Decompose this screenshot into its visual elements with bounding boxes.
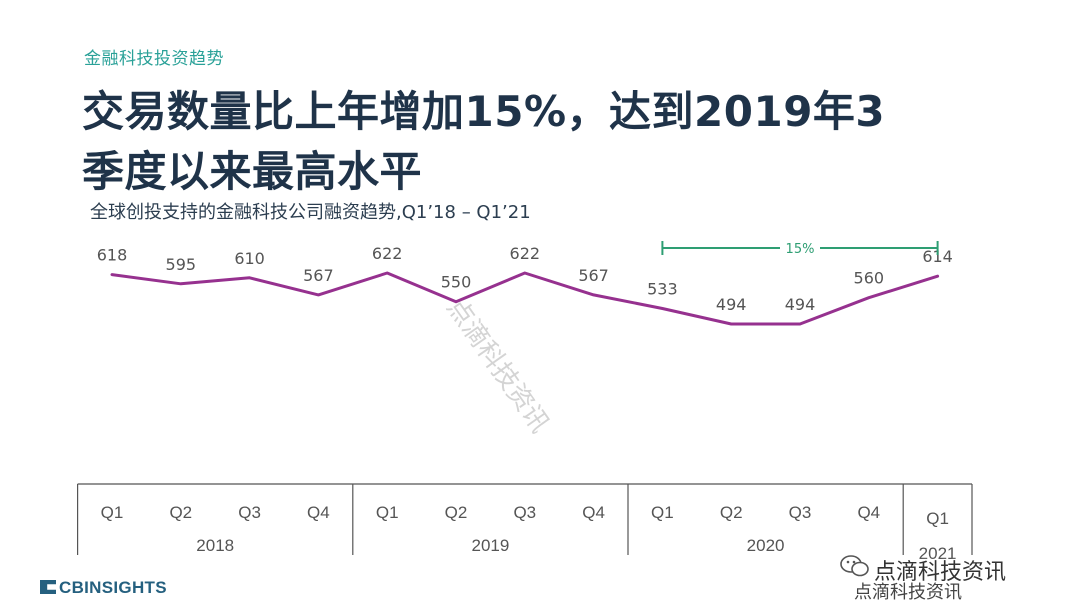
chart-subtitle: 全球创投支持的金融科技公司融资趋势,Q1’18 – Q1’21 bbox=[90, 202, 531, 223]
wechat-icon bbox=[840, 555, 869, 577]
section-label: 金融科技投资趋势 bbox=[84, 49, 224, 69]
annotation-label-bg bbox=[780, 238, 820, 258]
quarter-tick-label: Q1 bbox=[101, 503, 124, 522]
quarter-tick-label: Q4 bbox=[307, 503, 330, 522]
year-tick-label: 2020 bbox=[747, 536, 785, 555]
page-title: 交易数量比上年增加15%，达到2019年3 季度以来最高水平 bbox=[82, 82, 982, 202]
cbinsights-logo: CBINSIGHTS bbox=[40, 578, 167, 598]
quarter-tick-label: Q2 bbox=[720, 503, 743, 522]
series-line bbox=[110, 271, 940, 326]
year-tick-label: 2021 bbox=[919, 544, 957, 563]
quarter-tick-label: Q4 bbox=[857, 503, 880, 522]
wechat-watermark: 点滴科技资讯 点滴科技资讯 bbox=[830, 548, 1060, 608]
quarter-tick-label: Q2 bbox=[169, 503, 192, 522]
quarter-tick-label: Q4 bbox=[582, 503, 605, 522]
data-label: 550 bbox=[441, 273, 472, 292]
cbinsights-logo-text: CBINSIGHTS bbox=[59, 578, 167, 597]
data-label: 595 bbox=[166, 255, 197, 274]
quarter-tick-label: Q3 bbox=[238, 503, 261, 522]
data-label: 614 bbox=[922, 247, 953, 266]
data-label: 622 bbox=[372, 244, 403, 263]
cbinsights-logo-mark-icon bbox=[40, 580, 56, 594]
data-label: 610 bbox=[234, 249, 265, 268]
quarter-tick-label: Q3 bbox=[513, 503, 536, 522]
data-label: 560 bbox=[854, 269, 885, 288]
annotation-label: 15% bbox=[786, 242, 815, 257]
quarter-tick-label: Q1 bbox=[926, 509, 949, 528]
quarter-tick-label: Q1 bbox=[651, 503, 674, 522]
data-label: 567 bbox=[578, 266, 609, 285]
page-title-line-2: 季度以来最高水平 bbox=[82, 147, 423, 196]
quarter-tick-label: Q3 bbox=[789, 503, 812, 522]
data-label: 567 bbox=[303, 266, 334, 285]
year-tick-label: 2018 bbox=[196, 536, 234, 555]
quarter-tick-label: Q1 bbox=[376, 503, 399, 522]
data-label: 533 bbox=[647, 279, 678, 298]
wechat-account-name-secondary: 点滴科技资讯 bbox=[854, 582, 962, 603]
data-label: 618 bbox=[97, 246, 128, 265]
quarter-tick-label: Q2 bbox=[445, 503, 468, 522]
page-title-line-1: 交易数量比上年增加15%，达到2019年3 bbox=[82, 87, 886, 136]
data-label: 622 bbox=[510, 244, 541, 263]
data-label: 494 bbox=[785, 295, 816, 314]
year-tick-label: 2019 bbox=[471, 536, 509, 555]
data-label: 494 bbox=[716, 295, 747, 314]
wechat-account-name: 点滴科技资讯 bbox=[874, 560, 1007, 585]
